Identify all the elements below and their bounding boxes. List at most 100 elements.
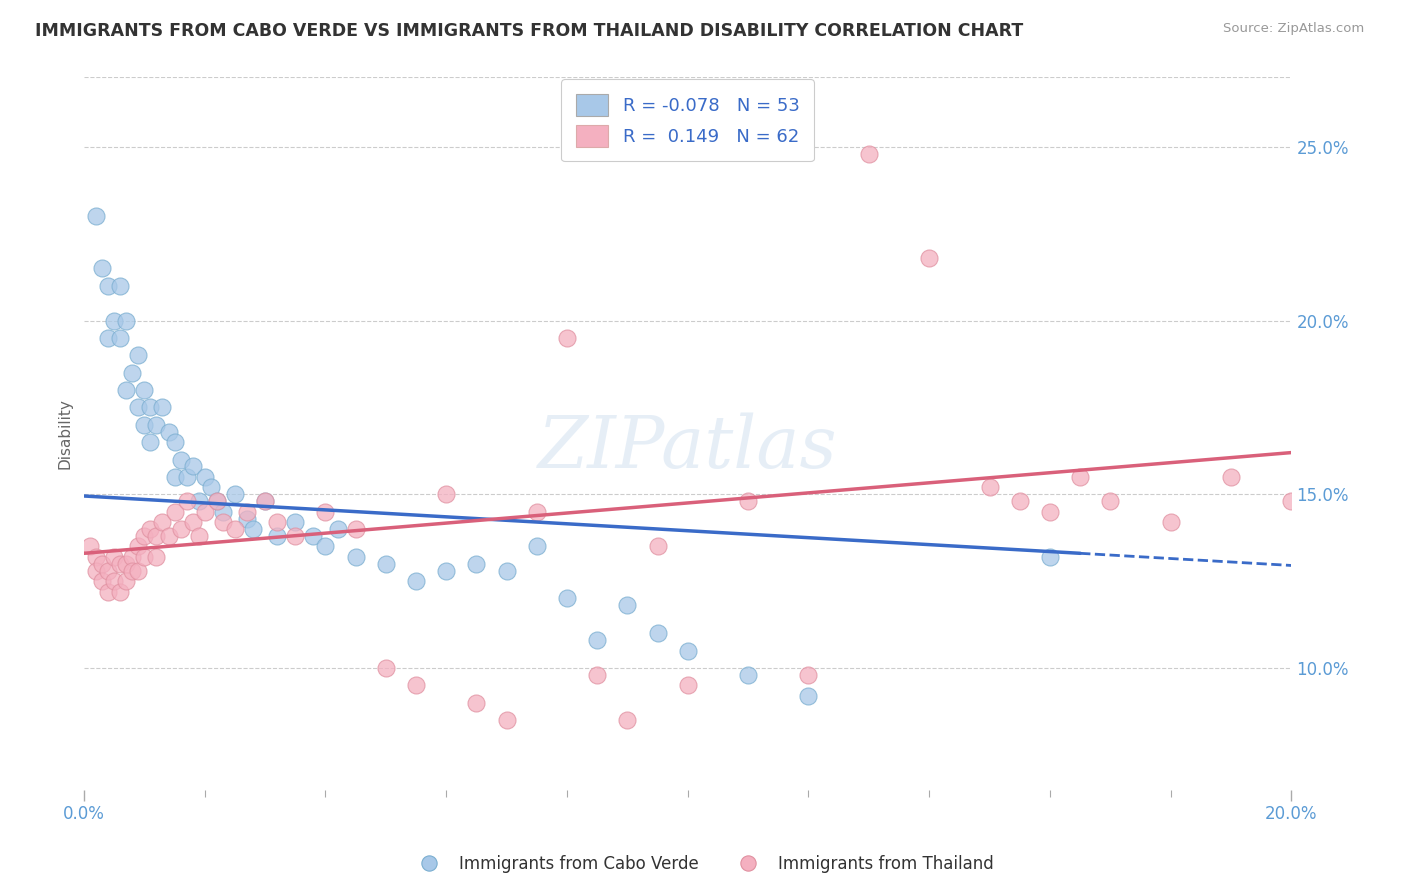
Point [737,668,759,682]
Point [302,529,325,543]
Point [108,557,131,571]
Point [555,591,578,606]
Text: Source: ZipAtlas.com: Source: ZipAtlas.com [1223,22,1364,36]
Point [115,557,138,571]
Point [495,713,517,727]
Point [236,511,259,525]
Point [91,557,114,571]
Point [97,331,120,345]
Point [647,540,669,554]
Point [84,549,107,564]
Point [139,435,162,450]
Point [1008,494,1031,508]
Point [266,529,288,543]
Point [405,678,427,692]
Point [979,480,1001,494]
Y-axis label: Disability: Disability [58,398,72,469]
Point [284,515,307,529]
Point [121,549,143,564]
Point [134,529,156,543]
Point [163,470,186,484]
Point [918,251,941,265]
Point [103,549,125,564]
Legend: R = -0.078   N = 53, R =  0.149   N = 62: R = -0.078 N = 53, R = 0.149 N = 62 [561,79,814,161]
Point [157,425,180,439]
Point [127,348,149,362]
Point [495,564,517,578]
Point [115,383,138,397]
Point [194,470,217,484]
Point [434,487,457,501]
Point [434,564,457,578]
Point [797,668,820,682]
Point [127,564,149,578]
Point [344,549,367,564]
Point [108,278,131,293]
Point [152,401,174,415]
Point [211,515,233,529]
Point [526,540,548,554]
Point [1039,549,1062,564]
Point [163,435,186,450]
Point [103,574,125,588]
Point [254,494,277,508]
Point [157,529,180,543]
Point [1281,494,1303,508]
Point [1099,494,1122,508]
Point [405,574,427,588]
Point [79,540,101,554]
Point [858,146,880,161]
Point [84,210,107,224]
Point [616,599,638,613]
Point [236,505,259,519]
Point [108,331,131,345]
Point [145,417,167,432]
Point [187,529,209,543]
Point [163,505,186,519]
Point [242,522,264,536]
Point [797,689,820,703]
Point [97,564,120,578]
Point [676,643,699,657]
Point [91,261,114,276]
Point [176,470,198,484]
Point [1039,505,1062,519]
Point [266,515,288,529]
Point [1160,515,1182,529]
Point [616,713,638,727]
Point [169,522,191,536]
Point [134,549,156,564]
Point [97,278,120,293]
Point [115,574,138,588]
Point [344,522,367,536]
Text: ZIPatlas: ZIPatlas [538,412,838,483]
Point [314,505,336,519]
Point [139,401,162,415]
Point [676,678,699,692]
Point [84,564,107,578]
Text: IMMIGRANTS FROM CABO VERDE VS IMMIGRANTS FROM THAILAND DISABILITY CORRELATION CH: IMMIGRANTS FROM CABO VERDE VS IMMIGRANTS… [35,22,1024,40]
Point [1069,470,1091,484]
Point [127,540,149,554]
Point [134,417,156,432]
Point [737,494,759,508]
Point [205,494,228,508]
Point [211,505,233,519]
Point [314,540,336,554]
Point [326,522,349,536]
Point [103,313,125,327]
Point [200,480,222,494]
Point [121,564,143,578]
Point [205,494,228,508]
Point [555,331,578,345]
Point [647,626,669,640]
Point [176,494,198,508]
Point [465,696,488,710]
Point [115,313,138,327]
Point [284,529,307,543]
Point [97,584,120,599]
Point [1220,470,1243,484]
Point [121,366,143,380]
Point [224,522,246,536]
Point [374,557,396,571]
